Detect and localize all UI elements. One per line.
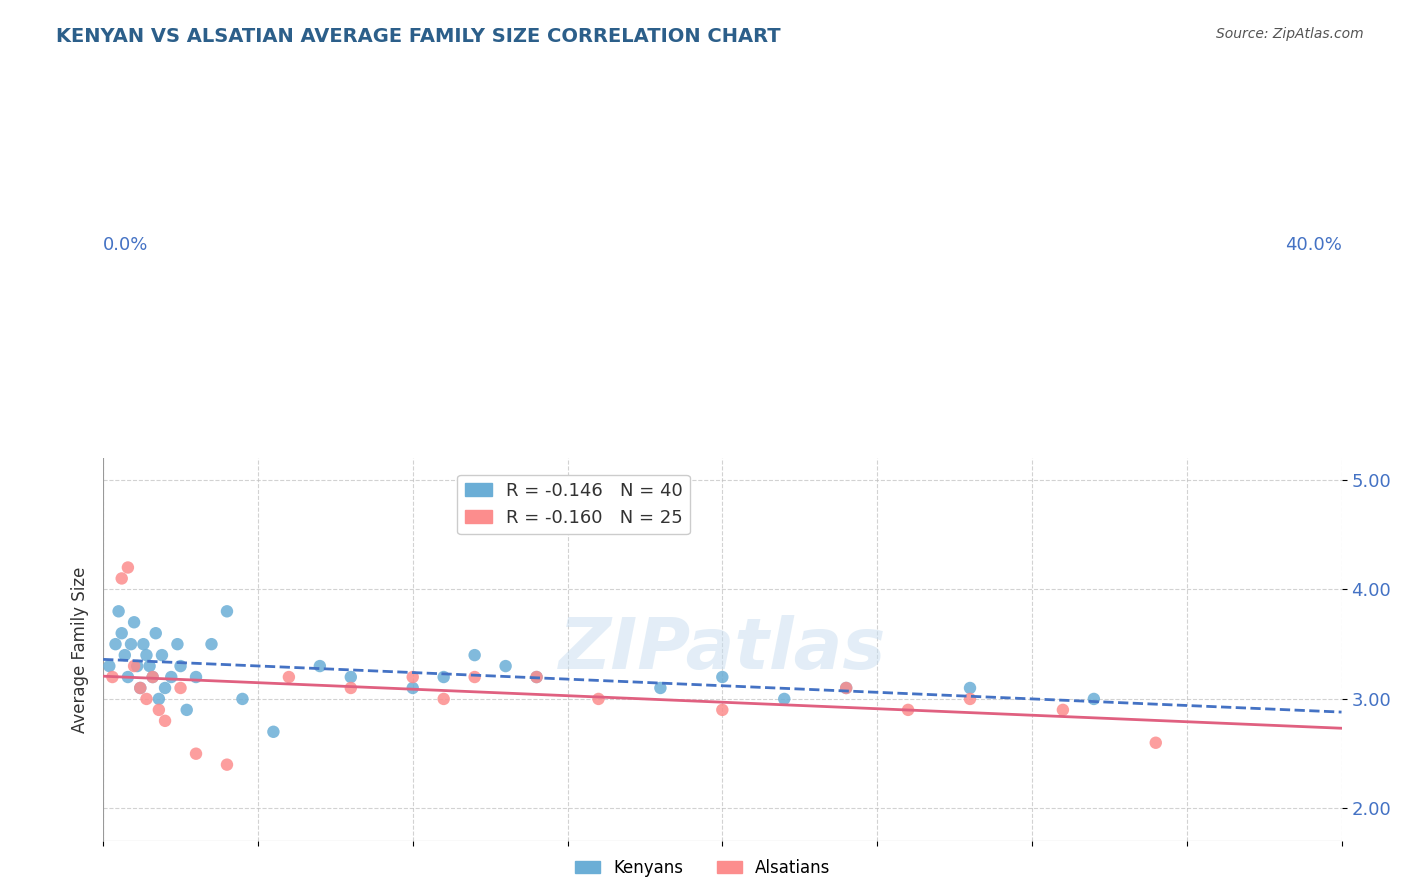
Point	[111, 626, 134, 640]
Point	[835, 681, 858, 695]
Point	[176, 703, 198, 717]
Point	[153, 681, 176, 695]
Point	[1083, 692, 1105, 706]
Point	[773, 692, 796, 706]
Point	[959, 681, 981, 695]
Point	[526, 670, 548, 684]
Point	[433, 692, 456, 706]
Point	[111, 571, 134, 585]
Point	[138, 659, 160, 673]
Point	[148, 703, 170, 717]
Point	[711, 670, 734, 684]
Point	[711, 703, 734, 717]
Point	[340, 670, 363, 684]
Point	[127, 659, 149, 673]
Y-axis label: Average Family Size: Average Family Size	[72, 566, 89, 733]
Point	[132, 637, 155, 651]
Point	[122, 659, 145, 673]
Point	[402, 681, 425, 695]
Point	[142, 670, 165, 684]
Point	[215, 604, 238, 618]
Point	[897, 703, 920, 717]
Text: 40.0%: 40.0%	[1285, 235, 1341, 253]
Legend: Kenyans, Alsatians: Kenyans, Alsatians	[568, 853, 838, 884]
Point	[150, 648, 173, 662]
Point	[835, 681, 858, 695]
Point	[98, 659, 121, 673]
Text: 0.0%: 0.0%	[103, 235, 149, 253]
Point	[184, 670, 207, 684]
Point	[129, 681, 152, 695]
Point	[107, 604, 129, 618]
Point	[148, 692, 170, 706]
Point	[464, 648, 486, 662]
Point	[1052, 703, 1074, 717]
Point	[142, 670, 165, 684]
Point	[129, 681, 152, 695]
Point	[122, 615, 145, 630]
Text: ZIPatlas: ZIPatlas	[558, 615, 886, 684]
Point	[526, 670, 548, 684]
Point	[169, 681, 191, 695]
Point	[153, 714, 176, 728]
Point	[200, 637, 222, 651]
Point	[184, 747, 207, 761]
Point	[495, 659, 517, 673]
Point	[169, 659, 191, 673]
Point	[135, 648, 157, 662]
Point	[231, 692, 253, 706]
Point	[340, 681, 363, 695]
Point	[104, 637, 127, 651]
Point	[166, 637, 188, 651]
Point	[588, 692, 610, 706]
Point	[114, 648, 136, 662]
Legend: R = -0.146   N = 40, R = -0.160   N = 25: R = -0.146 N = 40, R = -0.160 N = 25	[457, 475, 690, 534]
Point	[959, 692, 981, 706]
Text: Source: ZipAtlas.com: Source: ZipAtlas.com	[1216, 27, 1364, 41]
Point	[145, 626, 167, 640]
Point	[120, 637, 142, 651]
Point	[433, 670, 456, 684]
Point	[308, 659, 330, 673]
Point	[135, 692, 157, 706]
Point	[160, 670, 183, 684]
Point	[262, 724, 284, 739]
Point	[101, 670, 124, 684]
Point	[277, 670, 299, 684]
Point	[117, 560, 139, 574]
Point	[1144, 736, 1167, 750]
Point	[464, 670, 486, 684]
Point	[117, 670, 139, 684]
Point	[650, 681, 672, 695]
Point	[402, 670, 425, 684]
Point	[215, 757, 238, 772]
Text: KENYAN VS ALSATIAN AVERAGE FAMILY SIZE CORRELATION CHART: KENYAN VS ALSATIAN AVERAGE FAMILY SIZE C…	[56, 27, 780, 45]
